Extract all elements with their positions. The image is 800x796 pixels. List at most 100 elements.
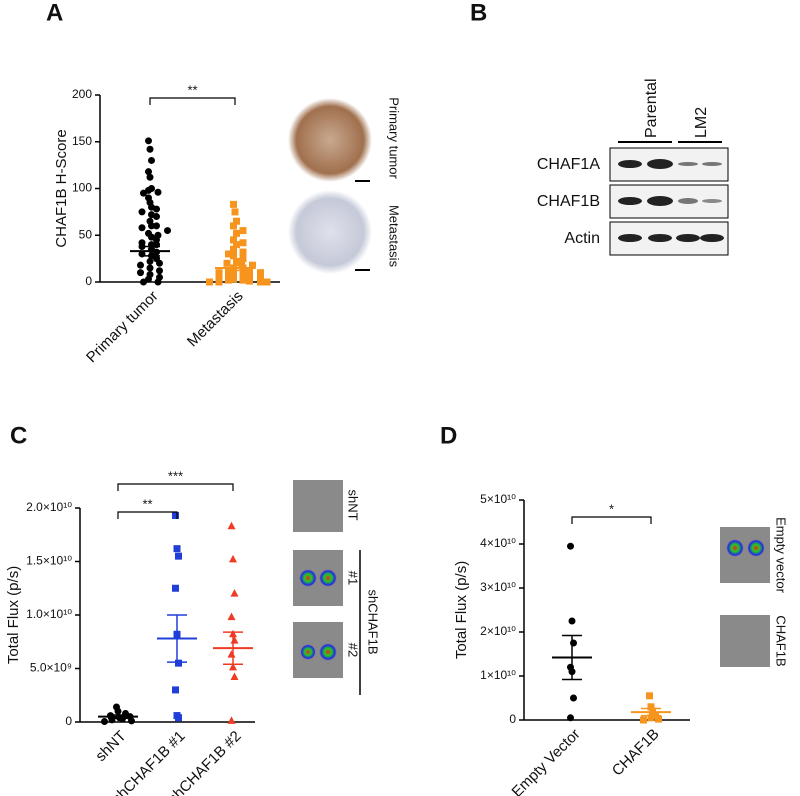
data-point (229, 554, 237, 563)
data-point (146, 173, 154, 181)
data-point (640, 716, 647, 724)
y-tick-label: 100 (72, 181, 92, 195)
data-point (230, 222, 237, 230)
data-point (146, 145, 154, 153)
error-bar (225, 264, 245, 272)
y-tick-label: 5×10¹⁰ (480, 492, 516, 506)
data-point (647, 703, 655, 711)
data-point (145, 168, 152, 176)
blot-group: LM2 (693, 107, 710, 138)
error-bar (108, 714, 128, 720)
blot-row: CHAF1B (537, 193, 600, 210)
y-tick-label: 2.0×10¹⁰ (26, 500, 72, 514)
data-point (172, 584, 179, 592)
data-point (249, 261, 256, 269)
data-point (173, 545, 181, 553)
panel-label: D (440, 422, 457, 449)
data-point (239, 248, 247, 256)
blot-row: CHAF1A (537, 156, 600, 173)
data-point (230, 275, 237, 283)
data-point (257, 278, 264, 286)
data-point (233, 229, 240, 237)
significance-label: *** (168, 468, 183, 483)
data-point (239, 271, 247, 279)
panel-label: B (470, 0, 487, 26)
y-axis-label: Total Flux (p/s) (453, 561, 470, 659)
western-blot (609, 141, 729, 256)
data-point (215, 269, 223, 277)
data-point (230, 271, 237, 279)
panel-label: A (46, 0, 63, 26)
data-point (148, 222, 155, 230)
data-point (206, 278, 213, 286)
data-point (233, 241, 240, 249)
data-point (230, 672, 239, 681)
data-point (257, 269, 264, 277)
y-tick-label: 150 (72, 134, 92, 148)
x-tick-label: Metastasis (184, 288, 247, 351)
data-point (140, 189, 147, 197)
data-point (156, 259, 163, 267)
data-point (225, 250, 232, 258)
data-point (145, 137, 152, 145)
data-point (215, 273, 223, 281)
data-point (153, 213, 160, 221)
data-point (239, 276, 247, 284)
data-point (114, 707, 122, 715)
data-point (229, 662, 237, 671)
data-point (257, 274, 264, 282)
data-point (230, 245, 237, 253)
image-label: shCHAF1B (366, 589, 381, 654)
data-point (225, 276, 232, 284)
data-point (227, 521, 236, 530)
data-point (568, 617, 576, 625)
error-bar (641, 707, 661, 717)
data-point (175, 552, 182, 560)
y-tick-label: 200 (72, 87, 92, 101)
significance-bracket (571, 516, 652, 524)
error-bar (223, 631, 243, 665)
y-tick-label: 3×10¹⁰ (480, 580, 516, 594)
data-point (246, 273, 253, 281)
data-point (246, 267, 253, 275)
y-tick-label: 1.5×10¹⁰ (26, 554, 72, 568)
image-label: #1 (346, 571, 361, 585)
panel-label: C (10, 422, 27, 449)
data-point (233, 217, 240, 225)
image-label: #2 (346, 643, 361, 657)
data-point (227, 716, 236, 724)
y-tick-label: 4×10¹⁰ (480, 536, 516, 550)
data-point (570, 639, 577, 647)
image-label: Metastasis (387, 205, 402, 268)
mouse-images (293, 480, 770, 695)
data-point (239, 255, 247, 263)
data-point (140, 278, 147, 286)
data-point (647, 714, 655, 722)
y-tick-label: 2×10¹⁰ (480, 624, 516, 638)
image-label: CHAF1B (774, 615, 789, 666)
y-tick-label: 1.0×10¹⁰ (26, 607, 72, 621)
data-point (567, 714, 574, 722)
data-point (230, 236, 237, 244)
data-point (172, 686, 179, 694)
y-axis-label: CHAF1B H-Score (53, 129, 70, 247)
data-point (238, 259, 245, 267)
x-tick-label: shNT (92, 728, 129, 765)
data-point (223, 259, 231, 267)
significance-bracket (149, 97, 236, 105)
data-point (227, 650, 236, 658)
data-point (231, 208, 239, 216)
data-point (154, 188, 162, 196)
significance-label: ** (142, 496, 152, 511)
data-point (172, 511, 179, 519)
blot-row: Actin (564, 230, 600, 247)
y-tick-label: 5.0×10⁹ (30, 661, 72, 675)
data-point (175, 659, 182, 667)
data-point (146, 257, 154, 265)
data-point (239, 239, 247, 247)
data-point (164, 227, 171, 235)
error-bar (167, 614, 187, 663)
y-tick-label: 0 (509, 712, 516, 726)
image-label: Empty vector (774, 517, 789, 594)
